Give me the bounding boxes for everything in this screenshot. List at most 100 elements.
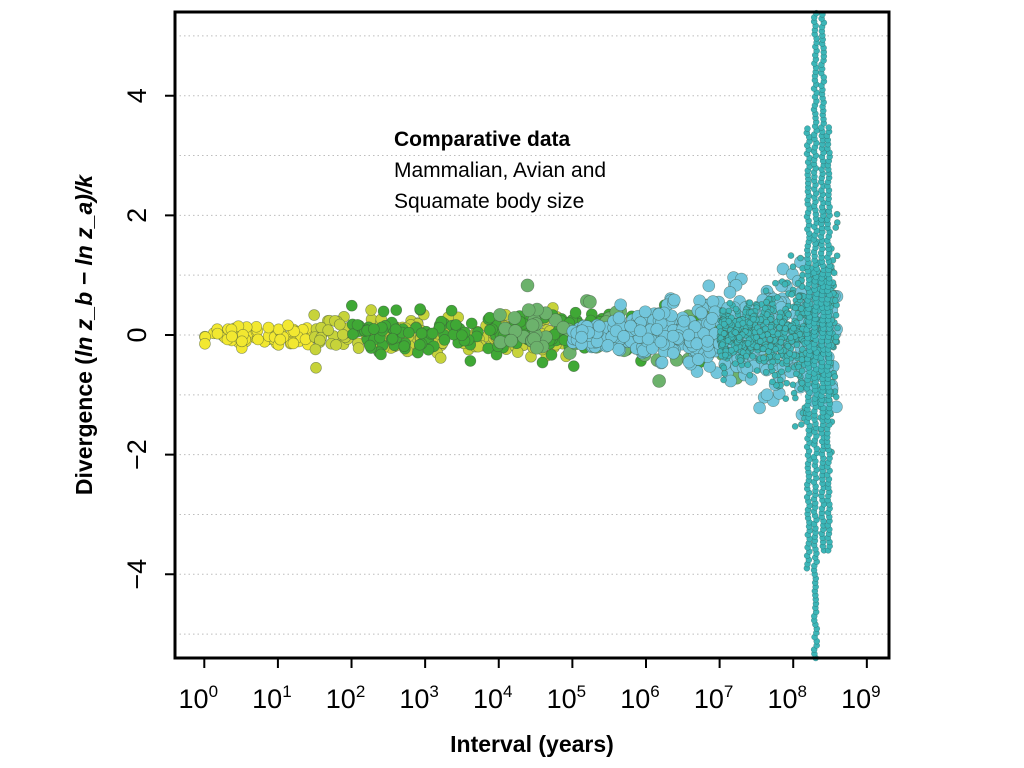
data-point bbox=[720, 320, 728, 328]
data-point bbox=[252, 333, 264, 346]
data-point bbox=[832, 333, 840, 341]
data-point bbox=[739, 319, 747, 327]
data-point bbox=[798, 379, 806, 387]
data-point bbox=[330, 339, 342, 351]
data-point bbox=[793, 370, 800, 378]
y-tick-label: 4 bbox=[122, 88, 152, 103]
data-point bbox=[798, 367, 806, 375]
data-point bbox=[654, 335, 668, 349]
y-axis-title-prefix: Divergence ( bbox=[71, 357, 97, 495]
y-axis-title-suffix: )/k bbox=[71, 174, 97, 205]
data-point bbox=[413, 338, 426, 351]
data-point bbox=[763, 318, 770, 326]
data-point bbox=[834, 324, 841, 332]
data-point bbox=[782, 325, 789, 332]
data-point bbox=[592, 319, 606, 333]
data-point bbox=[352, 342, 365, 354]
y-tick-label: −2 bbox=[122, 439, 152, 470]
data-point bbox=[694, 306, 708, 320]
data-point bbox=[438, 334, 451, 346]
data-point bbox=[450, 319, 462, 331]
data-point bbox=[529, 340, 544, 355]
data-point bbox=[569, 306, 582, 319]
data-point bbox=[797, 305, 805, 312]
data-point bbox=[493, 308, 507, 322]
data-point bbox=[692, 353, 705, 366]
x-tick-label: 104 bbox=[473, 682, 513, 714]
data-point bbox=[778, 368, 785, 376]
data-point bbox=[334, 318, 346, 331]
data-point bbox=[614, 298, 627, 312]
data-point bbox=[785, 311, 792, 318]
y-tick-label-group: 2 bbox=[122, 208, 152, 223]
data-point bbox=[790, 324, 797, 332]
data-point bbox=[746, 299, 754, 306]
data-point bbox=[728, 346, 735, 354]
data-point bbox=[706, 295, 720, 308]
data-point bbox=[763, 311, 771, 318]
data-point bbox=[795, 293, 803, 300]
data-point bbox=[308, 309, 320, 321]
x-axis-title: Interval (years) bbox=[450, 731, 614, 757]
data-point bbox=[199, 337, 211, 350]
data-point bbox=[652, 307, 666, 321]
data-point bbox=[262, 321, 275, 334]
data-point bbox=[723, 286, 737, 299]
data-point bbox=[762, 287, 770, 295]
data-point bbox=[782, 395, 790, 403]
data-point bbox=[677, 314, 691, 328]
data-point bbox=[833, 210, 841, 218]
y-tick-label-group: 0 bbox=[122, 327, 152, 342]
data-point bbox=[792, 394, 799, 402]
data-point bbox=[701, 334, 714, 348]
data-point bbox=[798, 421, 805, 428]
data-point bbox=[612, 311, 626, 325]
y-axis: 4 2 0 −2 −4 bbox=[122, 88, 175, 590]
data-point bbox=[794, 279, 802, 287]
y-axis-title-math: ln z_b − ln z_a bbox=[71, 202, 97, 358]
data-point bbox=[756, 328, 764, 335]
data-point bbox=[789, 263, 797, 270]
data-point bbox=[792, 304, 799, 312]
data-point bbox=[762, 368, 770, 376]
data-point bbox=[414, 303, 426, 315]
data-point bbox=[744, 361, 752, 369]
data-point bbox=[612, 342, 626, 356]
data-point bbox=[415, 327, 428, 340]
data-point bbox=[434, 352, 447, 364]
data-point bbox=[282, 319, 294, 332]
data-point bbox=[832, 393, 840, 401]
data-point bbox=[750, 315, 757, 323]
annotation-line-2: Squamate body size bbox=[394, 190, 585, 213]
x-tick-label: 106 bbox=[620, 682, 660, 714]
data-point bbox=[705, 312, 719, 325]
x-tick-label: 109 bbox=[841, 682, 881, 714]
data-point bbox=[772, 279, 779, 287]
data-point bbox=[720, 376, 727, 384]
data-point bbox=[601, 339, 615, 352]
data-point bbox=[402, 326, 415, 339]
data-point bbox=[377, 305, 390, 318]
data-point bbox=[788, 291, 796, 298]
data-point bbox=[722, 351, 729, 359]
data-point bbox=[724, 337, 732, 344]
data-point bbox=[426, 327, 439, 340]
data-point bbox=[364, 339, 376, 352]
data-point bbox=[769, 378, 776, 386]
data-point bbox=[798, 356, 806, 363]
chart-annotation: Comparative data Mammalian, Avian and Sq… bbox=[394, 124, 606, 217]
data-point bbox=[545, 349, 558, 361]
data-point bbox=[719, 307, 727, 315]
data-point bbox=[310, 361, 322, 374]
data-points bbox=[199, 9, 844, 662]
data-point bbox=[831, 373, 839, 380]
data-point bbox=[398, 340, 411, 352]
data-point bbox=[749, 352, 757, 360]
data-point bbox=[337, 328, 349, 341]
y-tick-label: 0 bbox=[122, 327, 152, 342]
data-point bbox=[762, 325, 769, 333]
data-point bbox=[464, 355, 477, 367]
data-point bbox=[753, 401, 766, 415]
data-point bbox=[744, 340, 752, 347]
